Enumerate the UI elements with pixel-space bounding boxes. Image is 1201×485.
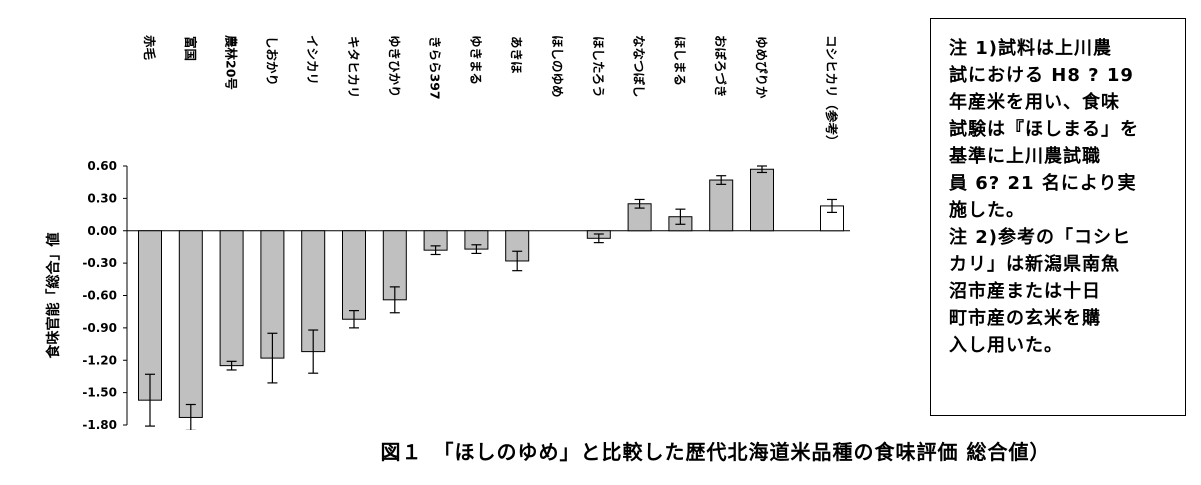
category-label: ほしたろう	[591, 36, 606, 98]
note-line: 注 2)参考の「コシヒ	[949, 227, 1132, 248]
note-line: 試験は『ほしまる」を	[949, 119, 1139, 140]
y-tick-label: 0.30	[87, 191, 117, 205]
note-box: 注 1)試料は上川農 試における H8 ? 19 年産米を用い、食味 試験は『ほ…	[930, 18, 1186, 416]
y-axis-title: 食味官能「総合」値	[45, 233, 62, 359]
category-label: きらら397	[428, 36, 443, 100]
category-label: しおかり	[264, 36, 279, 86]
category-label: ゆきひかり	[387, 35, 402, 98]
category-label: イシカリ	[305, 35, 320, 85]
category-label: おぼろづき	[713, 35, 728, 98]
y-tick-label: -1.80	[82, 418, 117, 430]
category-label: 富国	[183, 36, 198, 61]
note-line: 町市産の玄米を購	[949, 308, 1101, 329]
category-label: コシヒカリ（参考）	[824, 35, 839, 148]
note-line: 施した。	[949, 200, 1025, 221]
bar	[219, 230, 244, 367]
note-line: 員 6? 21 名により実	[949, 173, 1137, 194]
category-label: キタヒカリ	[346, 36, 361, 99]
y-tick-label: -0.60	[82, 289, 117, 303]
y-tick-label: -1.20	[82, 353, 117, 367]
category-label: 農林20号	[224, 35, 239, 90]
y-tick-label: 0.60	[87, 159, 117, 173]
category-label: ななつぼし	[632, 35, 647, 98]
y-tick-label: -0.90	[82, 321, 117, 335]
note-line: 年産米を用い、食味	[949, 92, 1120, 113]
category-label: 赤毛	[142, 35, 157, 61]
y-tick-label: -0.30	[82, 256, 117, 270]
category-label: ほしまる	[672, 36, 687, 86]
note-line: 試における H8 ? 19	[949, 65, 1134, 86]
y-tick-label: -1.50	[82, 386, 117, 400]
bar	[709, 179, 734, 232]
category-label: ほしのゆめ	[550, 35, 565, 98]
note-line: 沼市産または十日	[949, 281, 1101, 302]
category-label: ゆめぴりか	[754, 36, 769, 99]
note-line: カリ」は新潟県南魚	[949, 254, 1120, 275]
bar	[178, 230, 203, 418]
category-label: ゆきまる	[468, 35, 483, 85]
note-line: 注 1)試料は上川農	[949, 38, 1113, 59]
y-tick-label: 0.00	[87, 224, 117, 238]
note-line: 基準に上川農試職	[949, 146, 1101, 167]
bar	[750, 168, 774, 232]
bar	[342, 230, 366, 320]
figure-caption: 図１ 「ほしのゆめ」と比較した歴代北海道米品種の食味評価 総合値）	[0, 436, 1201, 465]
figure-caption-text: 図１ 「ほしのゆめ」と比較した歴代北海道米品種の食味評価 総合値）	[380, 440, 1051, 464]
note-line: 入し用いた。	[949, 335, 1063, 356]
category-label: あきほ	[509, 36, 524, 74]
bar-chart: 0.60 0.30 0.00 -0.30 -0.60 -0.90 -1.20 -1.50 -1.…	[45, 35, 850, 430]
